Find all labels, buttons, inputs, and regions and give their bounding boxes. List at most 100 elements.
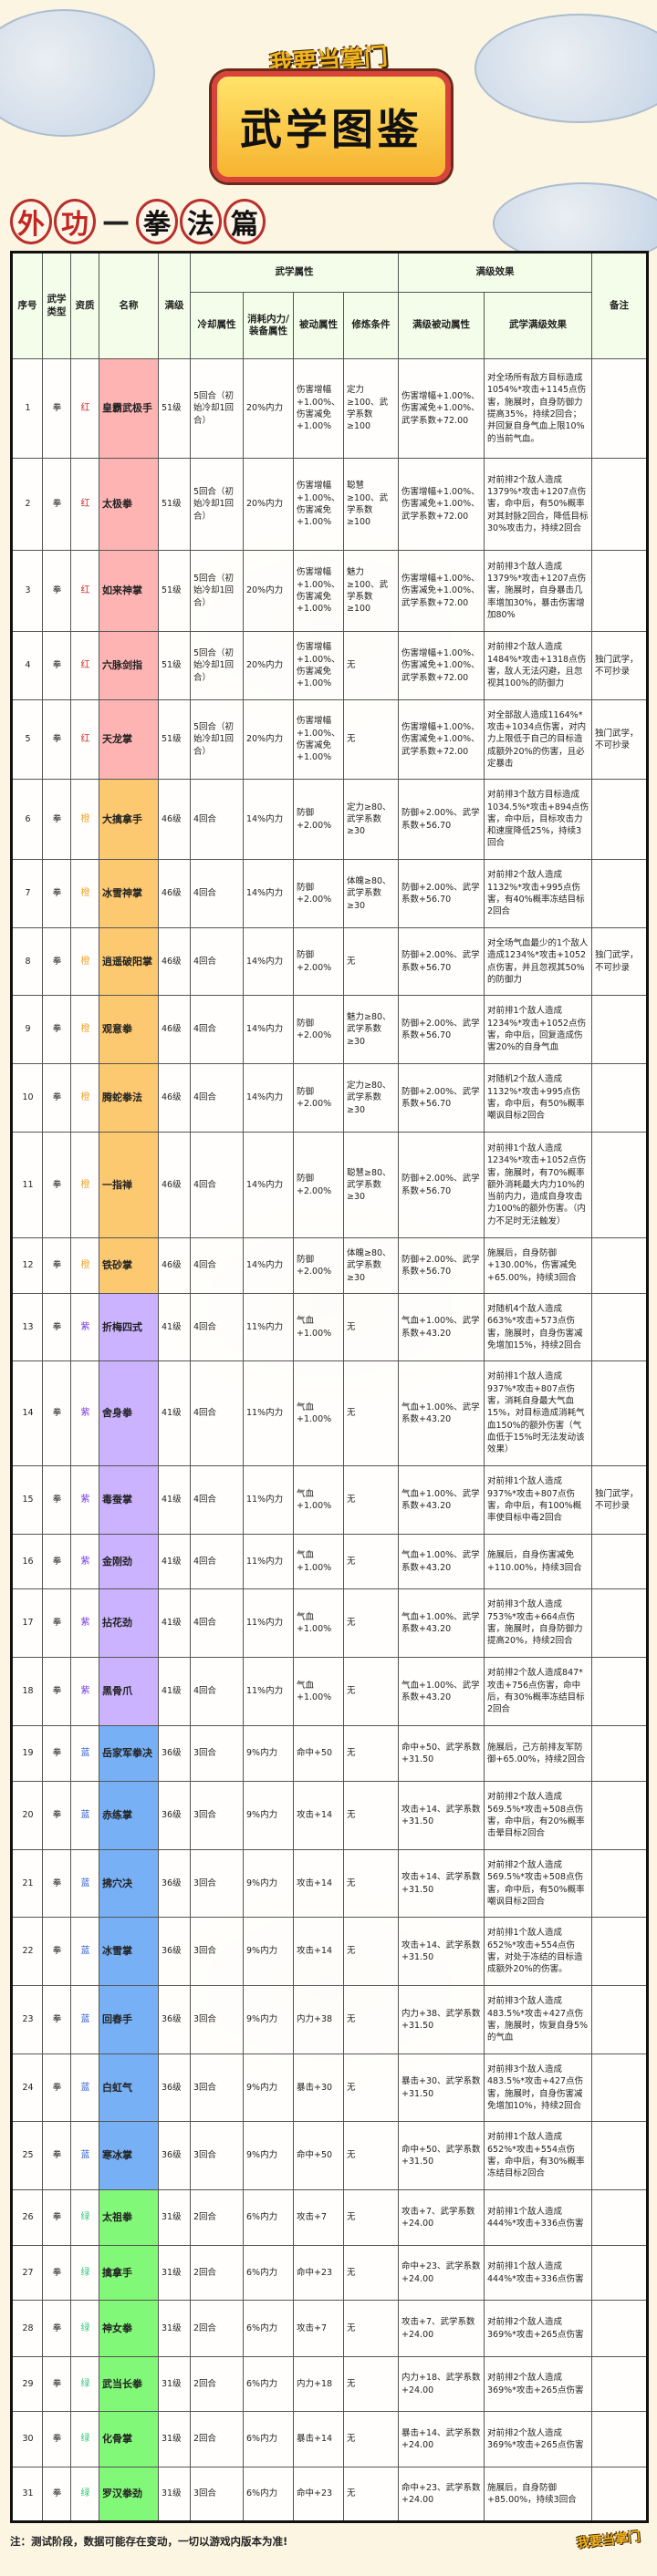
page-title: 武学图鉴 [240,105,422,154]
cell-max-level: 46级 [158,1063,191,1133]
cell-max-effect: 对前排1个敌人造成652%*攻击+554点伤害，命中后，有30%概率冻结目标2回… [484,2121,592,2190]
table-row: 28 拳绿神女拳 31级 2回合 6%内力 攻击+7 无攻击+7、武学系数+24.00 对前排… [11,2300,648,2357]
cell-no: 2 [11,458,43,551]
cell-max-passive: 内力+18、武学系数+24.00 [398,2356,485,2412]
cell-cost: 20%内力 [243,550,294,632]
cell-passive: 内力+18 [293,2356,344,2412]
cell-name: 岳家军拳决 [99,1725,159,1782]
cell-remark [591,1293,648,1361]
cell-max-level: 31级 [158,2300,191,2357]
cell-cooldown: 3回合 [190,2054,244,2122]
cell-remark: 独门武学，不可抄录 [591,1465,648,1535]
cell-name: 太极拳 [99,458,159,551]
cell-name: 如来神掌 [99,550,159,632]
cell-quality: 绿 [70,2356,99,2412]
cell-quality: 紫 [70,1293,99,1361]
cell-no: 5 [11,699,43,780]
cell-max-level: 51级 [158,458,191,551]
cell-quality: 绿 [70,2411,99,2467]
cell-max-effect: 对前排1个敌人造成652%*攻击+554点伤害，对处于冻结的目标造成额外20%的… [484,1917,592,1986]
header-max-passive: 满级被动属性 [398,292,485,359]
cell-max-passive: 防御+2.00%、武学系数+56.70 [398,1237,485,1294]
cell-cooldown: 2回合 [190,2245,244,2301]
cell-quality: 紫 [70,1657,99,1726]
cell-passive: 攻击+7 [293,2300,344,2357]
cell-max-effect: 对前排3个敌人造成1379%*攻击+1207点伤害，施展时，自身暴击几率增加30… [484,550,592,632]
cell-remark [591,2467,648,2522]
cell-cooldown: 2回合 [190,2300,244,2357]
cell-cost: 14%内力 [243,1132,294,1238]
cell-cooldown: 3回合 [190,2121,244,2190]
table-row: 21 拳蓝拂穴决 36级 3回合 9%内力 攻击+14 无攻击+14、武学系数+31.50 对… [11,1849,648,1918]
cell-type: 拳 [42,1725,71,1782]
cell-cost: 9%内力 [243,1781,294,1850]
cell-no: 10 [11,1063,43,1133]
cell-passive: 攻击+7 [293,2189,344,2246]
cell-max-effect: 对前排2个敌人造成369%*攻击+265点伤害 [484,2300,592,2357]
cell-name: 毒蚕掌 [99,1465,159,1535]
cell-no: 8 [11,927,43,996]
cell-cooldown: 3回合 [190,1849,244,1918]
cell-max-passive: 伤害增幅+1.00%、伤害减免+1.00%、武学系数+72.00 [398,550,485,632]
cell-cost: 14%内力 [243,1063,294,1133]
cloud-decoration [0,9,155,137]
cell-quality: 蓝 [70,1849,99,1918]
cell-no: 15 [11,1465,43,1535]
cell-quality: 紫 [70,1360,99,1466]
cell-cost: 9%内力 [243,1917,294,1986]
cell-passive: 伤害增幅+1.00%、伤害减免+1.00% [293,699,344,780]
cell-remark [591,859,648,928]
cell-requirement: 魅力≥100、武学系数≥100 [343,550,399,632]
cell-max-level: 41级 [158,1657,191,1726]
cell-max-passive: 防御+2.00%、武学系数+56.70 [398,1063,485,1133]
cell-max-passive: 内力+38、武学系数+31.50 [398,1985,485,2054]
cell-no: 21 [11,1849,43,1918]
cell-remark [591,1534,648,1589]
cell-type: 拳 [42,2300,71,2357]
cell-requirement: 无 [343,927,399,996]
cell-type: 拳 [42,2245,71,2301]
cell-no: 3 [11,550,43,632]
cell-name: 观意拳 [99,995,159,1064]
cell-quality: 绿 [70,2189,99,2246]
cell-passive: 攻击+14 [293,1781,344,1850]
table-row: 8 拳橙逍遥破阳掌 46级 4回合 14%内力 防御+2.00% 无防御+2.00%、武学系… [11,927,648,996]
cell-max-level: 51级 [158,550,191,632]
cell-max-level: 36级 [158,1985,191,2054]
cell-requirement: 体魄≥80、武学系数≥30 [343,1237,399,1294]
cell-no: 1 [11,358,43,459]
cell-type: 拳 [42,1063,71,1133]
cell-no: 11 [11,1132,43,1238]
cell-cooldown: 3回合 [190,1725,244,1782]
table-row: 3 拳红如来神掌 51级 5回合（初始冷却1回合） 20%内力 伤害增幅+1.00%、伤害… [11,550,648,632]
cell-cost: 6%内力 [243,2189,294,2246]
cell-cooldown: 2回合 [190,2189,244,2246]
cell-name: 逍遥破阳掌 [99,927,159,996]
cell-max-effect: 对前排2个敌人造成847*攻击+756点伤害，命中后，有30%概率冻结目标2回合 [484,1657,592,1726]
cell-passive: 伤害增幅+1.00%、伤害减免+1.00% [293,550,344,632]
section-title: 外 功 — 拳 法 篇 [10,198,266,245]
cell-remark [591,2411,648,2467]
cell-name: 六脉剑指 [99,631,159,700]
cell-max-effect: 对全场所有敌方目标造成1054%*攻击+1145点伤害，施展时，自身防御力提高3… [484,358,592,459]
cell-requirement: 聪慧≥100、武学系数≥100 [343,458,399,551]
table-row: 31 拳绿罗汉拳劲 31级 3回合 6%内力 命中+23 无命中+23、武学系数+24.00… [11,2467,648,2522]
cell-remark [591,1917,648,1986]
cell-type: 拳 [42,1237,71,1294]
cell-cooldown: 4回合 [190,1657,244,1726]
cell-max-level: 41级 [158,1465,191,1535]
cell-max-effect: 对前排1个敌人造成937%*攻击+807点伤害，命中后，有100%概率使目标中毒… [484,1465,592,1535]
cell-requirement: 无 [343,2054,399,2122]
cell-no: 16 [11,1534,43,1589]
cell-no: 24 [11,2054,43,2122]
cell-requirement: 无 [343,2467,399,2522]
section-char: 法 [180,199,222,244]
cell-cost: 6%内力 [243,2245,294,2301]
table-row: 23 拳蓝回春手 36级 3回合 9%内力 内力+38 无内力+38、武学系数+31.50 对… [11,1985,648,2054]
cell-max-passive: 防御+2.00%、武学系数+56.70 [398,927,485,996]
cell-cooldown: 4回合 [190,779,244,860]
cell-quality: 蓝 [70,1781,99,1850]
cell-cooldown: 4回合 [190,1063,244,1133]
cell-remark [591,1657,648,1726]
cell-remark [591,779,648,860]
